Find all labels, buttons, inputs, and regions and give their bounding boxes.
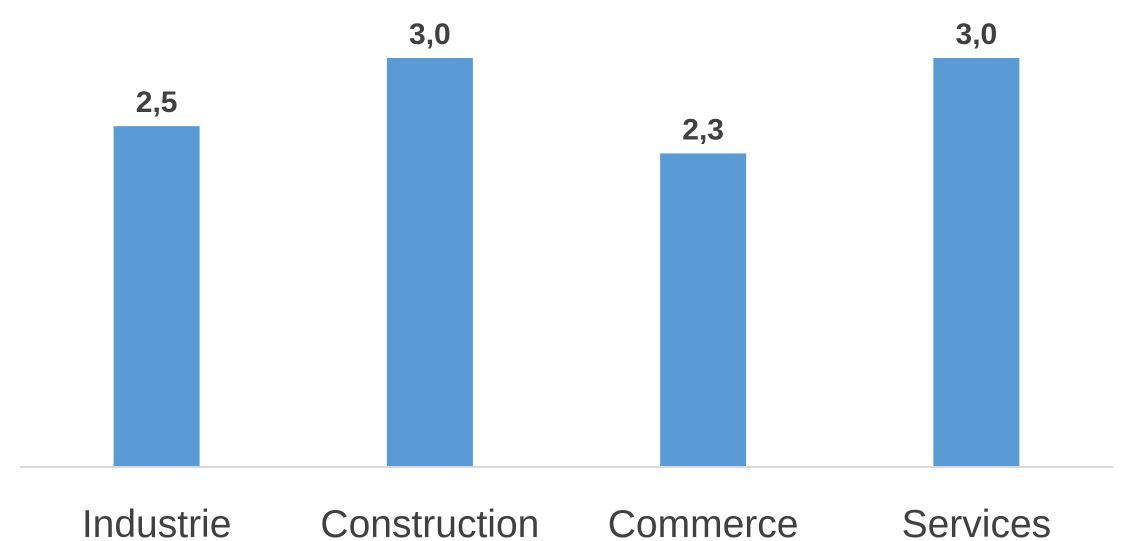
bar-services	[933, 58, 1020, 467]
x-tick-labels: Industrie Construction Commerce Services	[82, 503, 1051, 541]
tick-label-construction: Construction	[320, 503, 539, 541]
value-label-services: 3,0	[956, 18, 998, 51]
tick-label-industrie: Industrie	[82, 503, 232, 541]
bar-construction	[386, 58, 473, 467]
value-labels-layer: 2,5 3,0 2,3 3,0	[136, 18, 997, 146]
value-label-industrie: 2,5	[136, 86, 178, 119]
tick-label-services: Services	[902, 503, 1052, 541]
value-label-commerce: 2,3	[682, 113, 724, 146]
bar-industrie	[113, 126, 200, 468]
value-label-construction: 3,0	[409, 18, 451, 51]
bars-layer	[113, 58, 1020, 468]
bar-commerce	[660, 153, 747, 467]
tick-label-commerce: Commerce	[608, 503, 799, 541]
